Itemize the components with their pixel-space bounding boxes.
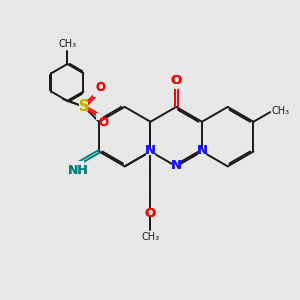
Text: O: O xyxy=(99,116,109,129)
FancyBboxPatch shape xyxy=(172,163,180,170)
Text: N: N xyxy=(145,144,156,158)
Text: NH: NH xyxy=(68,164,88,177)
Text: N: N xyxy=(196,144,208,158)
Text: CH₃: CH₃ xyxy=(58,39,76,49)
Text: N: N xyxy=(145,144,156,158)
Text: CH₃: CH₃ xyxy=(141,232,160,242)
FancyBboxPatch shape xyxy=(198,148,206,155)
FancyBboxPatch shape xyxy=(96,113,103,120)
Text: O: O xyxy=(171,74,182,87)
Text: O: O xyxy=(171,74,182,87)
Text: O: O xyxy=(96,81,106,94)
Text: O: O xyxy=(96,81,106,94)
FancyBboxPatch shape xyxy=(94,90,101,97)
Text: O: O xyxy=(144,207,155,220)
FancyBboxPatch shape xyxy=(73,161,84,167)
FancyBboxPatch shape xyxy=(146,148,154,155)
Text: S: S xyxy=(79,99,89,114)
Text: NH: NH xyxy=(68,164,88,177)
FancyBboxPatch shape xyxy=(80,103,88,111)
Text: N: N xyxy=(171,159,182,172)
FancyBboxPatch shape xyxy=(172,82,180,89)
FancyBboxPatch shape xyxy=(147,209,154,216)
Text: N: N xyxy=(171,159,182,172)
Text: O: O xyxy=(144,207,155,220)
Text: CH₃: CH₃ xyxy=(272,106,290,116)
Text: N: N xyxy=(196,144,208,158)
Text: S: S xyxy=(79,99,89,114)
Text: O: O xyxy=(99,116,109,129)
